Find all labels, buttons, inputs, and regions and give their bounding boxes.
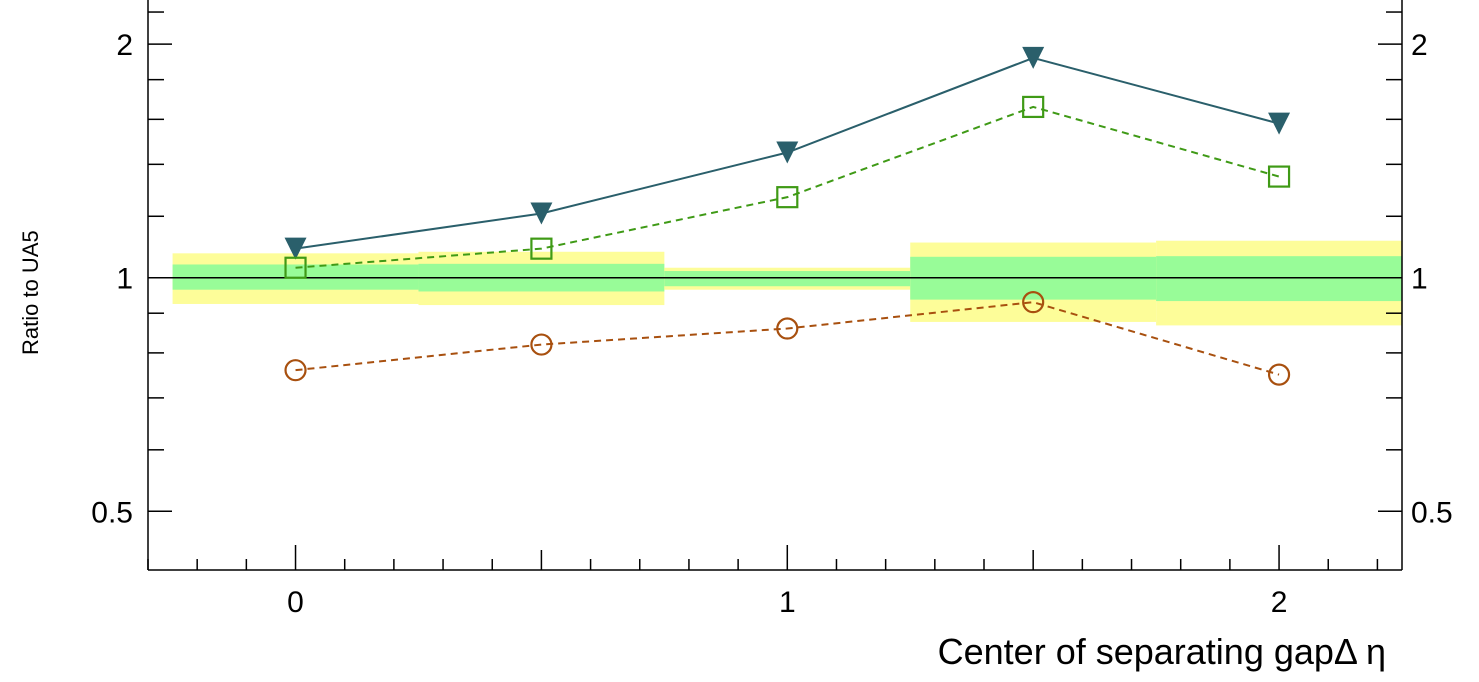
y-tick-label-left-1: 1 xyxy=(116,263,133,296)
series-0-point-4 xyxy=(1268,112,1291,135)
series-0-point-2 xyxy=(776,141,799,164)
series-1-point-3 xyxy=(1022,95,1045,119)
series-0-point-0 xyxy=(284,237,307,260)
y-tick-label-right-2: 2 xyxy=(1411,29,1428,62)
y-tick-label-right-1: 1 xyxy=(1411,263,1428,296)
series-2-point-4 xyxy=(1267,363,1291,386)
band-inner-4 xyxy=(1156,256,1402,302)
series-1-line xyxy=(295,105,1280,269)
x-tick-label-2: 2 xyxy=(1271,586,1288,619)
y-tick-label-left-2: 2 xyxy=(116,29,133,62)
y-tick-label-right-0: 0.5 xyxy=(1411,496,1453,529)
x-tick-label-1: 1 xyxy=(779,586,796,619)
y-axis-label: Ratio to UA5 xyxy=(18,230,43,355)
series-2-line xyxy=(295,301,1280,376)
data-series xyxy=(284,46,1291,386)
x-axis-label: Center of separating gapΔ η xyxy=(938,631,1386,672)
series-0-point-1 xyxy=(530,202,553,225)
series-2-point-1 xyxy=(530,333,553,356)
series-1-point-0 xyxy=(284,256,307,279)
y-tick-label-left-0: 0.5 xyxy=(91,496,133,529)
series-1-point-4 xyxy=(1267,165,1291,188)
series-2-point-2 xyxy=(776,317,799,340)
series-2-point-3 xyxy=(1022,291,1045,314)
band-inner-2 xyxy=(664,271,911,287)
series-1-point-1 xyxy=(530,237,553,260)
series-0-point-3 xyxy=(1022,46,1045,69)
tick-labels: 0 1 2 0.5 0.5 1 1 2 2 xyxy=(91,29,1452,619)
series-2-point-0 xyxy=(284,359,307,382)
uncertainty-bands xyxy=(172,240,1402,326)
series-1-point-2 xyxy=(776,186,799,209)
axes xyxy=(147,0,1403,571)
x-tick-label-0: 0 xyxy=(287,586,304,619)
